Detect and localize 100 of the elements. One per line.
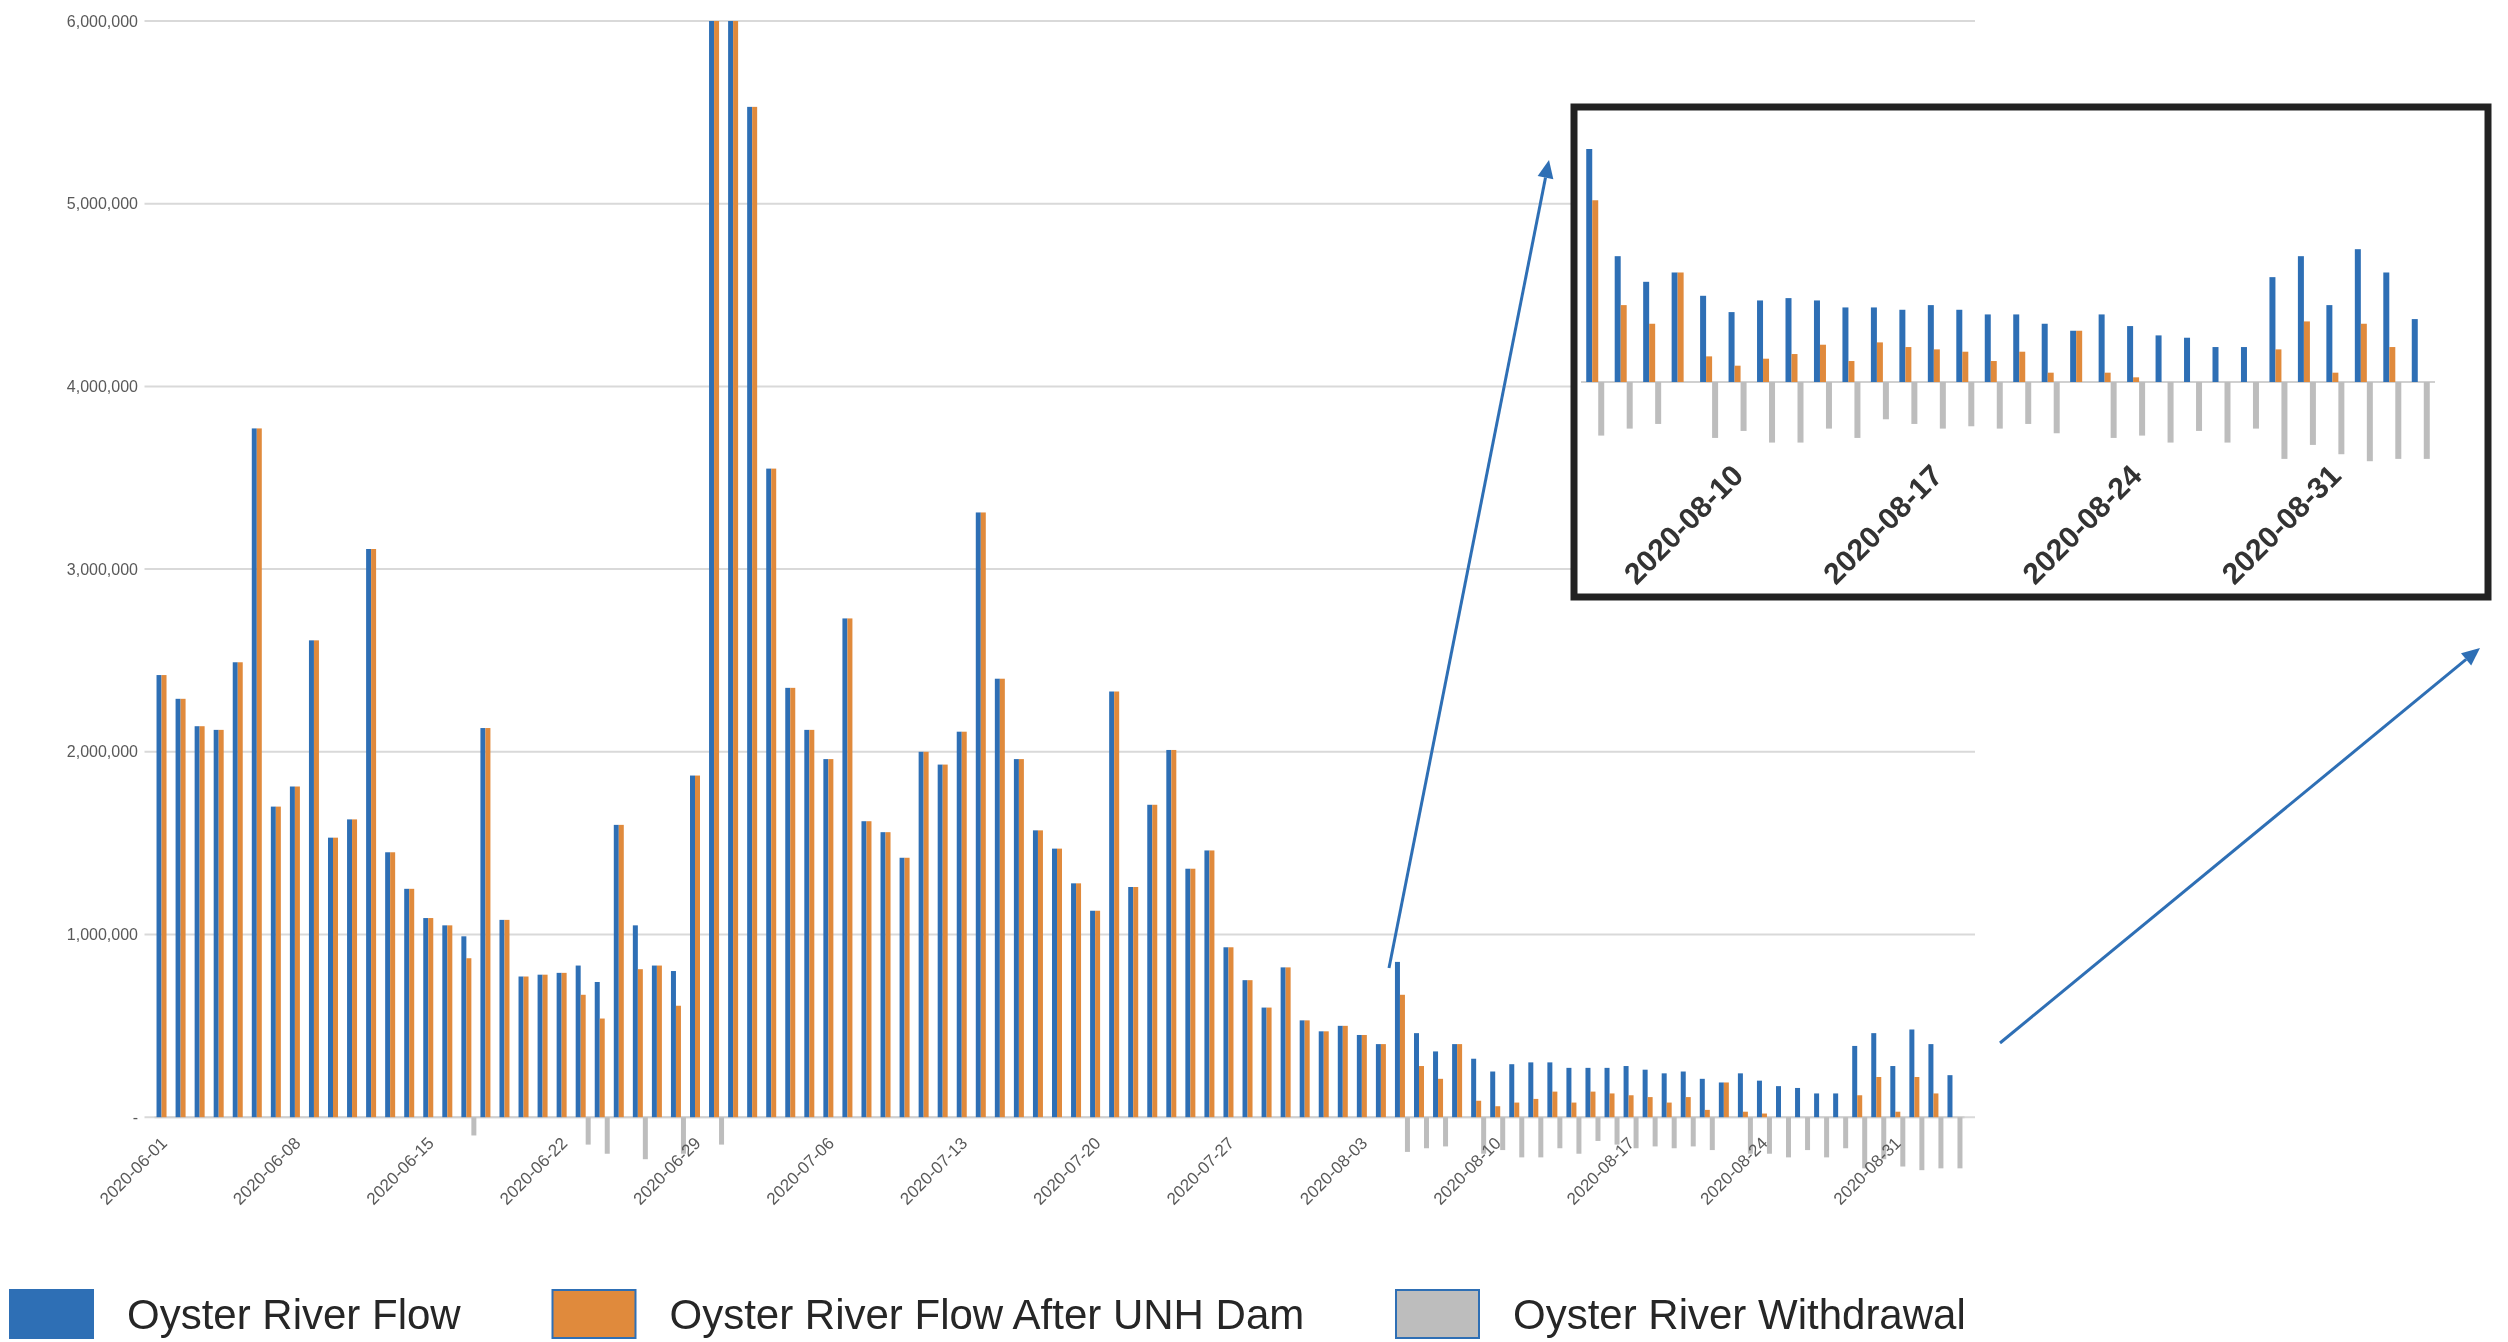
bar	[2076, 330, 2083, 382]
bar	[1261, 1007, 1267, 1118]
bar	[1185, 868, 1191, 1118]
bar	[1375, 1044, 1381, 1118]
bar	[1433, 1051, 1439, 1118]
bar	[1933, 1093, 1939, 1118]
bar	[1452, 1044, 1458, 1118]
bar	[1824, 1117, 1830, 1158]
bar	[1919, 1117, 1925, 1171]
bar	[690, 775, 695, 1118]
bar	[2275, 349, 2282, 382]
bar	[1633, 1117, 1639, 1149]
bar	[961, 731, 967, 1118]
bar	[1661, 1073, 1667, 1118]
bar	[1095, 910, 1101, 1118]
bar	[885, 832, 891, 1118]
bar	[2053, 382, 2060, 434]
bar	[1927, 305, 1934, 382]
bar	[1380, 1044, 1386, 1118]
bar	[828, 759, 834, 1118]
bar	[2133, 377, 2140, 382]
bar	[1361, 1034, 1367, 1118]
bar	[847, 618, 853, 1118]
bar	[1833, 1093, 1839, 1118]
bar	[1476, 1100, 1482, 1118]
bar	[1609, 1093, 1615, 1118]
bar	[347, 819, 353, 1118]
bar	[537, 974, 543, 1118]
bar	[771, 468, 777, 1118]
bar	[1424, 1117, 1429, 1149]
bar	[1652, 1117, 1658, 1147]
bar	[371, 549, 377, 1118]
bar	[1938, 1117, 1944, 1169]
bar	[390, 852, 396, 1118]
bar	[1394, 961, 1400, 1118]
bar	[2354, 249, 2361, 382]
bar	[1805, 1117, 1811, 1151]
bar	[2281, 382, 2288, 459]
bar	[1071, 883, 1077, 1118]
bar	[1152, 804, 1158, 1118]
bar	[423, 918, 429, 1118]
bar	[1848, 361, 1855, 382]
bar	[1647, 1097, 1653, 1118]
bar	[942, 764, 948, 1118]
bar	[785, 687, 791, 1118]
bar	[804, 729, 810, 1118]
bar	[194, 726, 200, 1118]
bar	[766, 468, 772, 1118]
bar	[651, 965, 657, 1118]
bar	[2098, 314, 2105, 382]
bar	[2155, 335, 2162, 382]
bar	[1899, 309, 1906, 382]
bar	[1147, 804, 1153, 1118]
bar	[999, 678, 1005, 1118]
legend-label: Oyster River Withdrawal	[1513, 1290, 1966, 1338]
bar	[1740, 382, 1747, 431]
bar	[1209, 850, 1215, 1118]
bar	[2139, 382, 2146, 436]
bar	[313, 640, 319, 1118]
bar	[1763, 358, 1770, 382]
bar	[1671, 272, 1678, 382]
bar	[442, 925, 448, 1118]
bar	[1114, 691, 1120, 1118]
bar	[2019, 351, 2026, 382]
bar	[714, 21, 720, 1118]
bar	[1626, 382, 1633, 429]
bar	[556, 972, 562, 1118]
bar	[2389, 347, 2396, 382]
bar	[1280, 967, 1286, 1118]
bar	[256, 428, 262, 1118]
bar	[2366, 382, 2373, 462]
legend-label: Oyster River Flow	[127, 1290, 462, 1338]
bar	[466, 958, 472, 1118]
bar	[1666, 1102, 1672, 1118]
bar	[904, 857, 910, 1118]
bar	[1962, 351, 1969, 382]
bar	[1490, 1071, 1496, 1118]
bar	[2309, 382, 2316, 445]
bar	[161, 675, 167, 1118]
bar	[523, 976, 529, 1118]
bar	[2326, 305, 2333, 382]
bar	[1643, 281, 1650, 382]
bar	[1649, 323, 1656, 382]
bar	[1052, 848, 1057, 1118]
bar	[1766, 1117, 1772, 1154]
bar	[728, 21, 734, 1118]
bar	[1323, 1031, 1329, 1118]
bar	[1509, 1064, 1515, 1118]
bar	[1933, 349, 1940, 382]
bar	[747, 106, 753, 1118]
bar	[1905, 347, 1912, 382]
bar	[937, 764, 943, 1118]
bar	[1090, 910, 1096, 1118]
bar	[1842, 307, 1849, 382]
bar	[2297, 256, 2304, 382]
bar	[2104, 372, 2111, 382]
bar	[2013, 314, 2020, 382]
bar	[2332, 372, 2339, 382]
bar	[2224, 382, 2231, 443]
bar	[1819, 344, 1826, 382]
